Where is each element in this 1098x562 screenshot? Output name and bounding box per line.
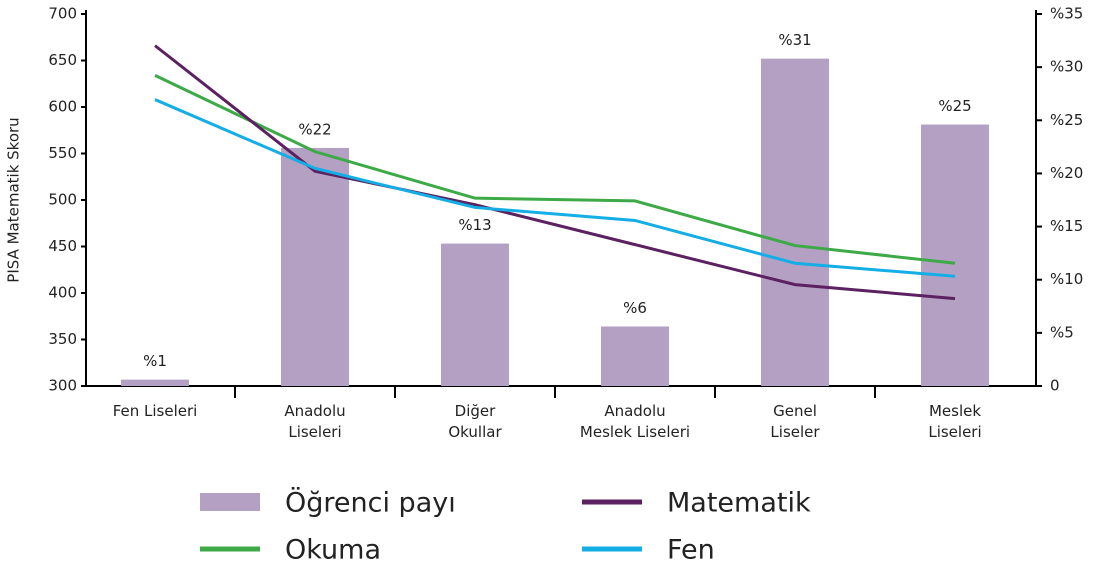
legend-label: Okuma [285,535,381,562]
y-tick-label: 700 [48,5,77,23]
y2-tick-label: %10 [1050,270,1083,288]
y2-tick-label: %25 [1050,111,1083,129]
bar [761,58,829,386]
y-tick-label: 350 [48,330,77,348]
bar [601,326,669,386]
y-tick-label: 450 [48,237,77,255]
bar-value-label: %13 [458,216,491,234]
y-tick-label: 500 [48,191,77,209]
bar [441,243,509,386]
line-series [154,74,956,265]
legend-swatch [200,493,260,511]
x-tick-label: Fen Liseleri [113,402,198,420]
y-tick-label: 650 [48,51,77,69]
y-tick-label: 400 [48,284,77,302]
x-tick-label: Anadolu Liseleri [284,402,345,441]
legend-label: Matematik [667,488,811,519]
x-tick-label: Genel Liseler [770,402,820,441]
y2-tick-label: %30 [1050,58,1083,76]
bar-value-label: %6 [623,299,647,317]
bar-value-label: %1 [143,352,167,370]
x-tick-label: Meslek Liseleri [928,402,981,441]
bar-value-label: %25 [938,97,971,115]
y2-tick-label: 0 [1050,377,1060,395]
y2-tick-label: %15 [1050,217,1083,235]
legend-label: Öğrenci payı [285,487,456,519]
bar-value-label: %22 [298,120,331,138]
y2-tick-label: %20 [1050,164,1083,182]
y-tick-label: 300 [48,377,77,395]
x-tick-label: Anadolu Meslek Liseleri [580,402,690,441]
line-series [154,98,956,278]
bar [121,379,189,386]
y2-tick-label: %35 [1050,5,1083,23]
line-series [154,44,956,301]
bar [281,147,349,386]
y2-tick-label: %5 [1050,323,1074,341]
bar-value-label: %31 [778,31,811,49]
bar [921,124,989,386]
y-axis-label: PISA Matematik Skoru [5,117,23,282]
y-tick-label: 550 [48,144,77,162]
legend-label: Fen [667,535,715,562]
y-tick-label: 600 [48,98,77,116]
x-tick-label: Diğer Okullar [448,402,502,441]
